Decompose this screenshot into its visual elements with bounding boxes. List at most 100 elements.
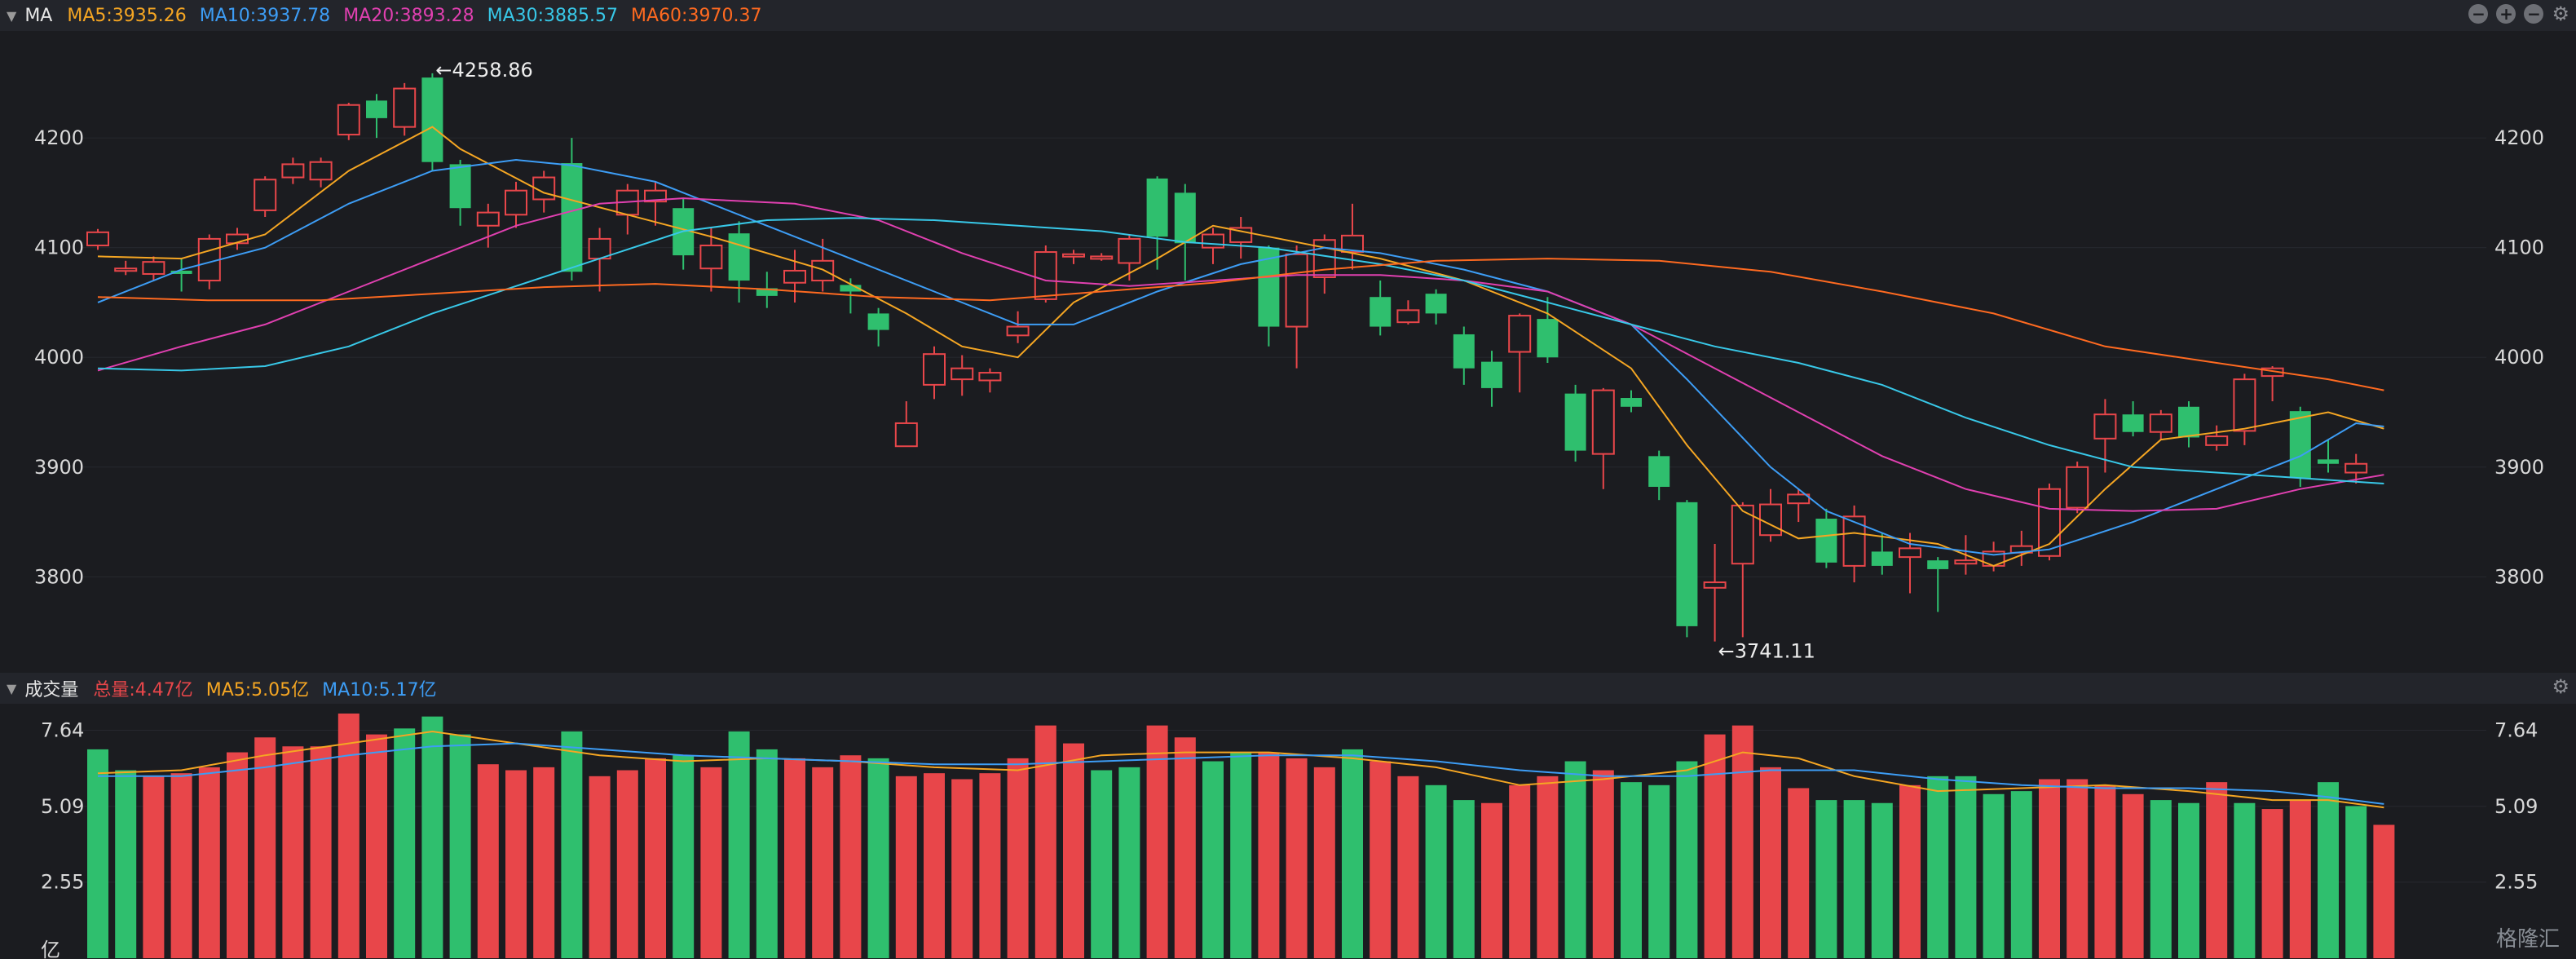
price-chart[interactable]: 3800 3800 3900 3900 4000 4000 4100 4100 4200 4200… — [0, 31, 2576, 673]
volume-bar — [1118, 767, 1140, 958]
volume-bar — [867, 758, 889, 958]
candle-body — [1508, 315, 1532, 353]
candle-body — [811, 259, 835, 282]
minus-circle-icon[interactable]: − — [2468, 4, 2489, 24]
candle — [170, 259, 192, 292]
candle — [699, 228, 723, 292]
volume-bar — [505, 770, 527, 958]
volume-bar — [1174, 737, 1196, 958]
candle — [2122, 401, 2144, 437]
candle — [1034, 245, 1057, 303]
volume-bar — [1592, 770, 1614, 958]
volume-bar — [784, 758, 805, 958]
candle — [1759, 488, 1782, 542]
ma20-indicator: MA20:3893.28 — [343, 5, 474, 26]
volume-bar — [2122, 793, 2144, 958]
y-tick-label-left: 7.64 — [41, 718, 84, 741]
volume-bar — [951, 779, 973, 958]
extreme-annotation: ←4258.86 — [435, 59, 532, 82]
volume-bar — [366, 734, 387, 958]
volume-bar — [1760, 767, 1781, 958]
ma5-indicator: MA5:3935.26 — [67, 5, 187, 26]
collapse-chevron-icon[interactable]: ▼ — [7, 680, 17, 696]
volume-bar — [337, 714, 359, 958]
volume-bar — [673, 755, 695, 958]
candle-body — [2038, 488, 2061, 557]
candle — [2318, 440, 2339, 473]
candle — [1648, 450, 1670, 501]
candle-body — [309, 161, 333, 181]
candle — [505, 181, 527, 228]
price-ma30-line — [97, 217, 2384, 484]
candle — [728, 221, 750, 303]
volume-bar — [254, 737, 276, 958]
volume-bar — [2318, 782, 2339, 958]
gear-icon[interactable]: ⚙ — [2552, 675, 2569, 698]
candle-body — [1537, 319, 1559, 358]
candle — [978, 368, 1002, 393]
y-tick-label-right: 4000 — [2494, 346, 2544, 369]
candle-body — [1871, 551, 1893, 566]
candle-body — [1899, 547, 1921, 559]
volume-bar — [1453, 800, 1475, 958]
candle — [114, 260, 138, 276]
candle — [951, 355, 974, 396]
candle-body — [1759, 503, 1782, 537]
candle — [309, 157, 333, 188]
volume-bar — [979, 773, 1001, 958]
candle-body — [1370, 297, 1392, 327]
candle — [366, 94, 387, 139]
volume-bar — [2178, 802, 2199, 958]
volume-bar — [1815, 800, 1837, 958]
candle — [1787, 488, 1811, 523]
minus-circle-icon[interactable]: − — [2524, 4, 2544, 24]
volume-bar — [1034, 725, 1056, 958]
candle — [1006, 311, 1030, 343]
candle-body — [2344, 462, 2368, 474]
candle — [1591, 387, 1615, 489]
candle — [1871, 533, 1893, 575]
candle — [1508, 313, 1532, 393]
volume-bar — [2345, 806, 2367, 958]
volume-bar — [2067, 779, 2089, 958]
candle — [1453, 326, 1475, 385]
collapse-chevron-icon[interactable]: ▼ — [7, 7, 17, 24]
y-tick-label-left: 3800 — [34, 565, 84, 588]
y-tick-label-right: 4200 — [2494, 126, 2544, 149]
volume-bar — [2010, 791, 2032, 958]
volume-ma10-line — [98, 742, 2384, 805]
candle — [811, 238, 835, 292]
candle — [86, 228, 109, 250]
candle-body — [337, 104, 360, 136]
volume-bar — [1313, 767, 1335, 958]
candle-body — [2318, 459, 2339, 464]
ma30-indicator: MA30:3885.57 — [487, 5, 619, 26]
y-tick-label-left: 3900 — [34, 456, 84, 479]
gear-icon[interactable]: ⚙ — [2552, 2, 2569, 25]
volume-chart[interactable]: 7.64 7.64 5.09 5.09 2.55 2.55 亿 — [0, 704, 2576, 959]
plus-circle-icon[interactable]: + — [2496, 4, 2516, 24]
candle-body — [1954, 559, 1978, 565]
candle-body — [1341, 234, 1364, 254]
candle — [1899, 533, 1921, 594]
volume-bar — [2206, 782, 2228, 958]
volume-bar — [1091, 770, 1113, 958]
volume-bar — [310, 746, 332, 958]
volume-bar — [2234, 802, 2256, 958]
volume-bar — [2150, 800, 2172, 958]
candle — [449, 160, 471, 226]
candle — [1090, 253, 1114, 261]
y-tick-label-left: 5.09 — [41, 795, 84, 818]
volume-bar — [1983, 793, 2005, 958]
candle-body — [867, 313, 889, 330]
candle-body — [2233, 378, 2256, 432]
y-tick-label-left: 4100 — [34, 236, 84, 259]
candle-body — [254, 179, 277, 211]
candle-body — [644, 189, 667, 203]
candle — [1676, 500, 1698, 638]
volume-bar — [1676, 761, 1698, 958]
volume-bar — [1370, 761, 1392, 958]
volume-bar — [477, 764, 499, 958]
volume-bar — [1621, 782, 1642, 958]
volume-panel-controls: ⚙ — [2552, 677, 2569, 696]
